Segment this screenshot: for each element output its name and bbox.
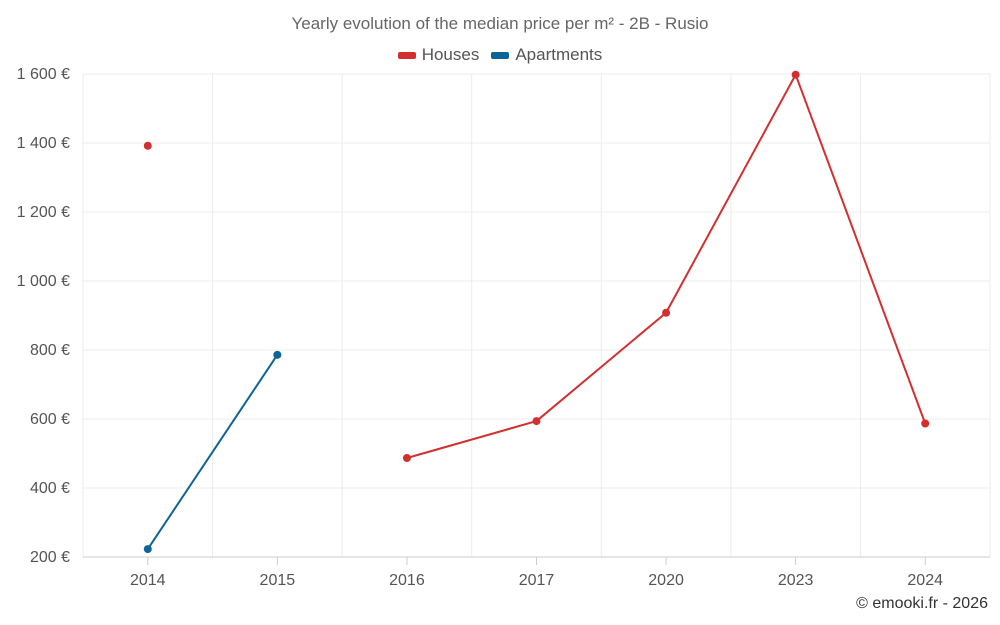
x-tick-label: 2017 [519,572,555,589]
y-tick-label: 200 € [30,549,70,566]
series-line-houses [406,73,927,459]
data-point-houses-2023 [791,70,800,79]
legend-label-apartments: Apartments [515,45,603,64]
legend-item-apartments[interactable]: Apartments [491,45,602,65]
x-tick-label: 2016 [389,572,425,589]
data-point-apartments-2015 [273,350,282,359]
y-tick-label: 1 400 € [17,135,70,152]
y-tick-label: 400 € [30,480,70,497]
series [143,70,930,554]
x-tick-label: 2014 [130,572,166,589]
series-line-apartments [146,354,279,550]
watermark: © emooki.fr - 2026 [856,595,988,612]
x-tick-label: 2023 [778,572,814,589]
y-tick-label: 600 € [30,411,70,428]
legend-swatch-apartments [491,51,510,59]
data-point-houses-2024 [921,419,930,428]
x-tick-label: 2020 [648,572,684,589]
data-point-apartments-2014 [143,545,152,554]
grid [82,73,991,558]
y-tick-label: 1 000 € [17,273,70,290]
data-point-houses-2020 [662,308,671,317]
y-tick-label: 800 € [30,342,70,359]
y-tick-label: 1 200 € [17,204,70,221]
y-tick-label: 1 600 € [17,66,70,83]
data-point-houses-2014 [143,141,152,150]
axes: 200 € 400 € 600 € 800 € 1 000 € 1 200 € 1 400 … [17,66,990,589]
legend-swatch-houses [397,51,416,59]
data-point-houses-2016 [402,453,411,462]
legend-label-houses: Houses [421,45,480,64]
data-point-houses-2017 [532,417,541,426]
chart-legend: Houses Apartments [0,45,1000,65]
legend-item-houses[interactable]: Houses [397,45,480,65]
chart-title: Yearly evolution of the median price per… [291,14,709,33]
x-tick-label: 2015 [260,572,296,589]
x-tick-label: 2024 [907,572,943,589]
